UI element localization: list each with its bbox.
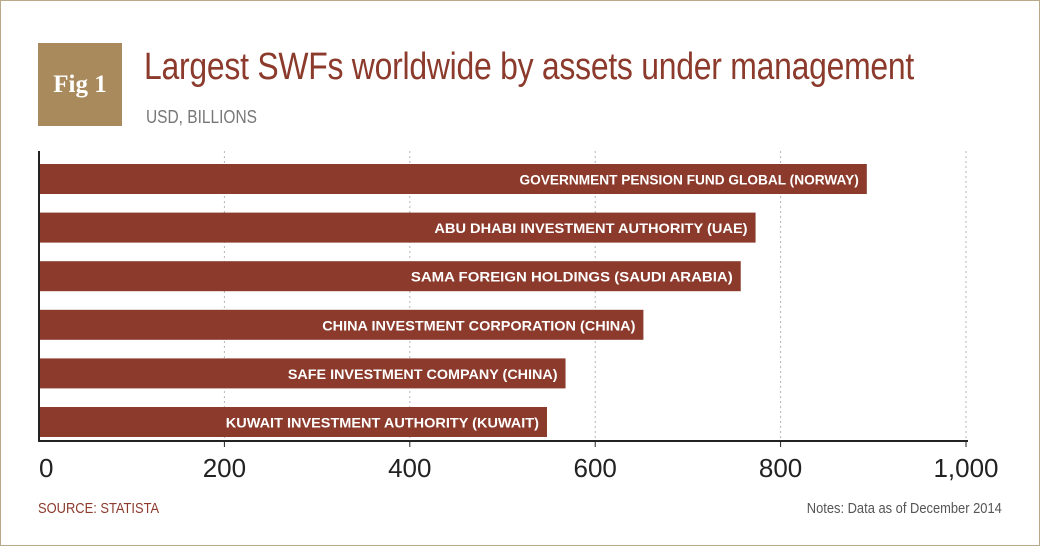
x-tick-label: 0 (39, 453, 53, 483)
data-notes: Notes: Data as of December 2014 (806, 500, 1002, 517)
bar-label: CHINA INVESTMENT CORPORATION (CHINA) (322, 317, 635, 333)
bar (39, 212, 756, 243)
figure-badge: Fig 1 (38, 43, 122, 126)
bar (39, 358, 566, 389)
bar (39, 407, 547, 437)
bar (39, 164, 867, 194)
x-tick-label: 400 (388, 453, 431, 483)
chart-title: Largest SWFs worldwide by assets under m… (144, 46, 915, 88)
x-tick-label: 1,000 (933, 453, 998, 483)
source-note: SOURCE: STATISTA (38, 500, 160, 517)
axes (38, 151, 968, 447)
bar-label: SAMA FOREIGN HOLDINGS (SAUDI ARABIA) (411, 269, 733, 285)
bar-label: KUWAIT INVESTMENT AUTHORITY (KUWAIT) (226, 415, 539, 431)
bar-label: ABU DHABI INVESTMENT AUTHORITY (UAE) (434, 220, 747, 236)
x-tick-label: 200 (203, 453, 246, 483)
chart-subtitle: USD, BILLIONS (146, 107, 257, 127)
bar-label: SAFE INVESTMENT COMPANY (CHINA) (288, 366, 558, 382)
x-tick-labels: 0 200 400 600 800 1,000 (39, 453, 999, 483)
x-tick-label: 600 (574, 453, 617, 483)
bar (39, 309, 644, 340)
bars: GOVERNMENT PENSION FUND GLOBAL (NORWAY) A… (39, 164, 867, 437)
grid-lines (223, 151, 967, 441)
bar-label: GOVERNMENT PENSION FUND GLOBAL (NORWAY) (520, 172, 859, 188)
bar (39, 261, 741, 292)
x-tick-label: 800 (759, 453, 802, 483)
